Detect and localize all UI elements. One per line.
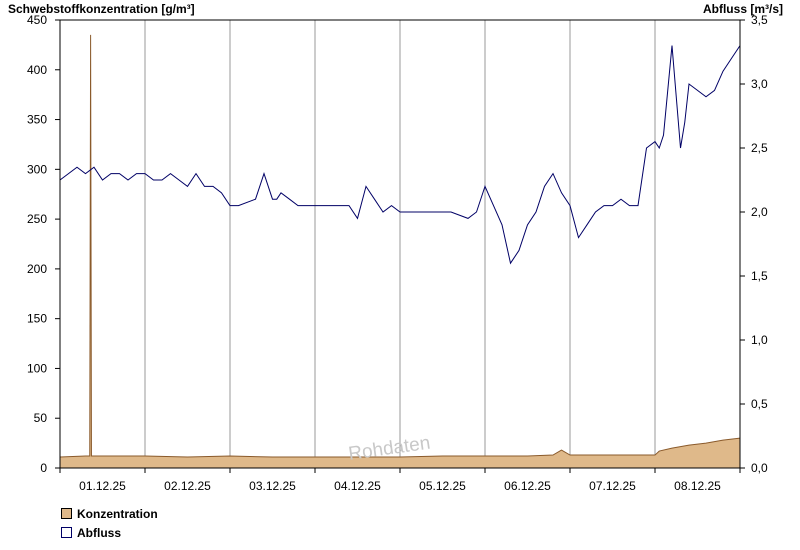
konzentration-area-layer bbox=[59, 34, 741, 468]
gridlines bbox=[144, 20, 656, 468]
right-tick-label: 1,5 bbox=[751, 269, 768, 283]
right-tick-label: 3,0 bbox=[751, 77, 768, 91]
left-tick-label: 100 bbox=[27, 361, 47, 375]
right-tick-label: 2,0 bbox=[751, 205, 768, 219]
left-tick-label: 300 bbox=[27, 162, 47, 176]
legend-swatch-konzentration bbox=[61, 508, 72, 519]
legend-item-abfluss: Abfluss bbox=[61, 523, 158, 542]
left-y-axis: 0 50 100 150 200 250 300 350 400 450 bbox=[27, 13, 60, 475]
left-tick-label: 200 bbox=[27, 262, 47, 276]
legend-item-konzentration: Konzentration bbox=[61, 504, 158, 523]
x-date-label: 07.12.25 bbox=[589, 479, 636, 493]
legend-swatch-abfluss bbox=[61, 527, 72, 538]
left-tick-label: 250 bbox=[27, 212, 47, 226]
left-tick-label: 350 bbox=[27, 113, 47, 127]
x-date-label: 01.12.25 bbox=[79, 479, 126, 493]
left-axis-title: Schwebstoffkonzentration [g/m³] bbox=[8, 2, 195, 16]
legend: Konzentration Abfluss bbox=[61, 504, 158, 542]
x-axis: 01.12.25 02.12.25 03.12.25 04.12.25 05.12.25… bbox=[59, 468, 741, 493]
x-date-label: 04.12.25 bbox=[334, 479, 381, 493]
left-tick-label: 50 bbox=[34, 411, 48, 425]
right-tick-label: 3,5 bbox=[751, 13, 768, 27]
x-date-label: 06.12.25 bbox=[504, 479, 551, 493]
abfluss-line-layer bbox=[59, 45, 741, 265]
right-tick-label: 2,5 bbox=[751, 141, 768, 155]
right-tick-label: 0,5 bbox=[751, 397, 768, 411]
series-abfluss-line bbox=[59, 45, 741, 265]
x-date-label: 03.12.25 bbox=[249, 479, 296, 493]
right-axis-title: Abfluss [m³/s] bbox=[703, 2, 783, 16]
legend-label-konzentration: Konzentration bbox=[77, 506, 158, 521]
right-tick-label: 0,0 bbox=[751, 461, 768, 475]
left-tick-label: 0 bbox=[40, 461, 47, 475]
left-tick-label: 150 bbox=[27, 312, 47, 326]
left-tick-label: 450 bbox=[27, 13, 47, 27]
x-date-label: 02.12.25 bbox=[164, 479, 211, 493]
left-tick-label: 400 bbox=[27, 63, 47, 77]
right-y-axis: 0,0 0,5 1,0 1,5 2,0 2,5 3,0 3,5 bbox=[740, 13, 768, 475]
right-tick-label: 1,0 bbox=[751, 333, 768, 347]
x-date-label: 05.12.25 bbox=[419, 479, 466, 493]
legend-label-abfluss: Abfluss bbox=[77, 525, 122, 540]
series-konzentration-line bbox=[59, 34, 741, 458]
x-date-label: 08.12.25 bbox=[674, 479, 721, 493]
